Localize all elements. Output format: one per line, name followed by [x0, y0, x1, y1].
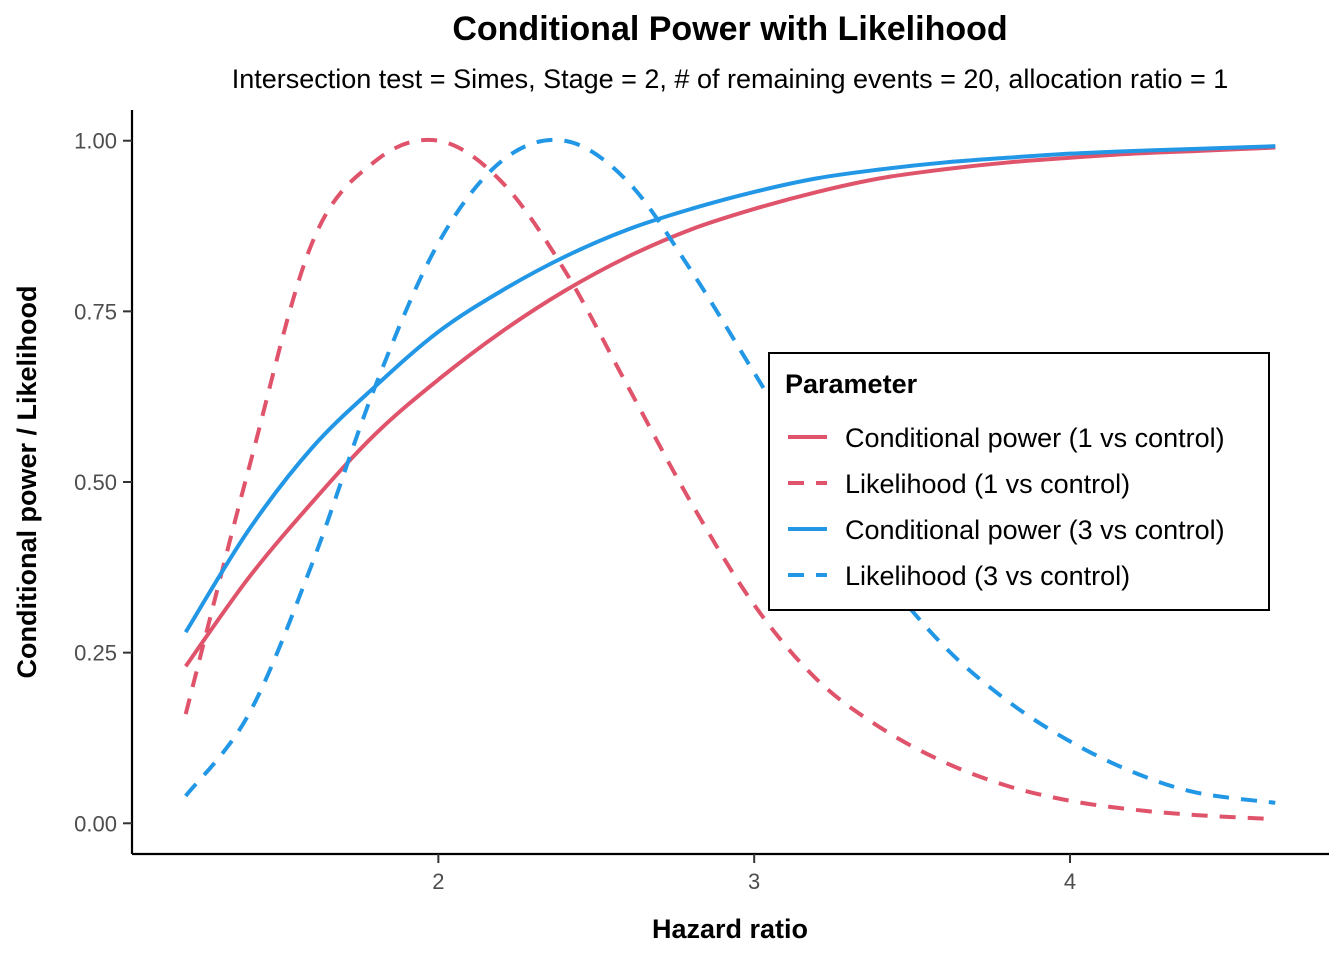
y-tick-label: 0.00	[74, 811, 117, 836]
y-tick-label: 1.00	[74, 129, 117, 154]
x-ticks: 2 3 4	[432, 854, 1076, 894]
legend-label: Likelihood (3 vs control)	[845, 561, 1130, 591]
plot-lines	[183, 137, 1276, 822]
x-axis-title: Hazard ratio	[652, 914, 808, 944]
legend-box	[768, 352, 1270, 611]
legend: Parameter Conditional power (1 vs contro…	[768, 352, 1270, 611]
legend-title: Parameter	[785, 369, 918, 399]
legend-label: Conditional power (3 vs control)	[845, 515, 1225, 545]
legend-label: Likelihood (1 vs control)	[845, 469, 1130, 499]
series-line-2	[183, 137, 1276, 822]
y-tick-label: 0.50	[74, 470, 117, 495]
legend-label: Conditional power (1 vs control)	[845, 423, 1225, 453]
chart-title: Conditional Power with Likelihood	[452, 10, 1007, 48]
series-line-3	[183, 144, 1276, 634]
chart-subtitle: Intersection test = Simes, Stage = 2, # …	[232, 64, 1229, 94]
y-tick-label: 0.25	[74, 641, 117, 666]
x-tick-label: 2	[432, 869, 444, 894]
series-line-4	[184, 137, 1276, 805]
y-ticks: 0.00 0.25 0.50 0.75 1.00	[74, 129, 132, 836]
x-tick-label: 3	[748, 869, 760, 894]
x-tick-label: 4	[1064, 869, 1076, 894]
legend-items: Conditional power (1 vs control) Likeliho…	[788, 423, 1225, 591]
y-tick-label: 0.75	[74, 299, 117, 324]
y-axis-title: Conditional power / Likelihood	[12, 286, 42, 679]
